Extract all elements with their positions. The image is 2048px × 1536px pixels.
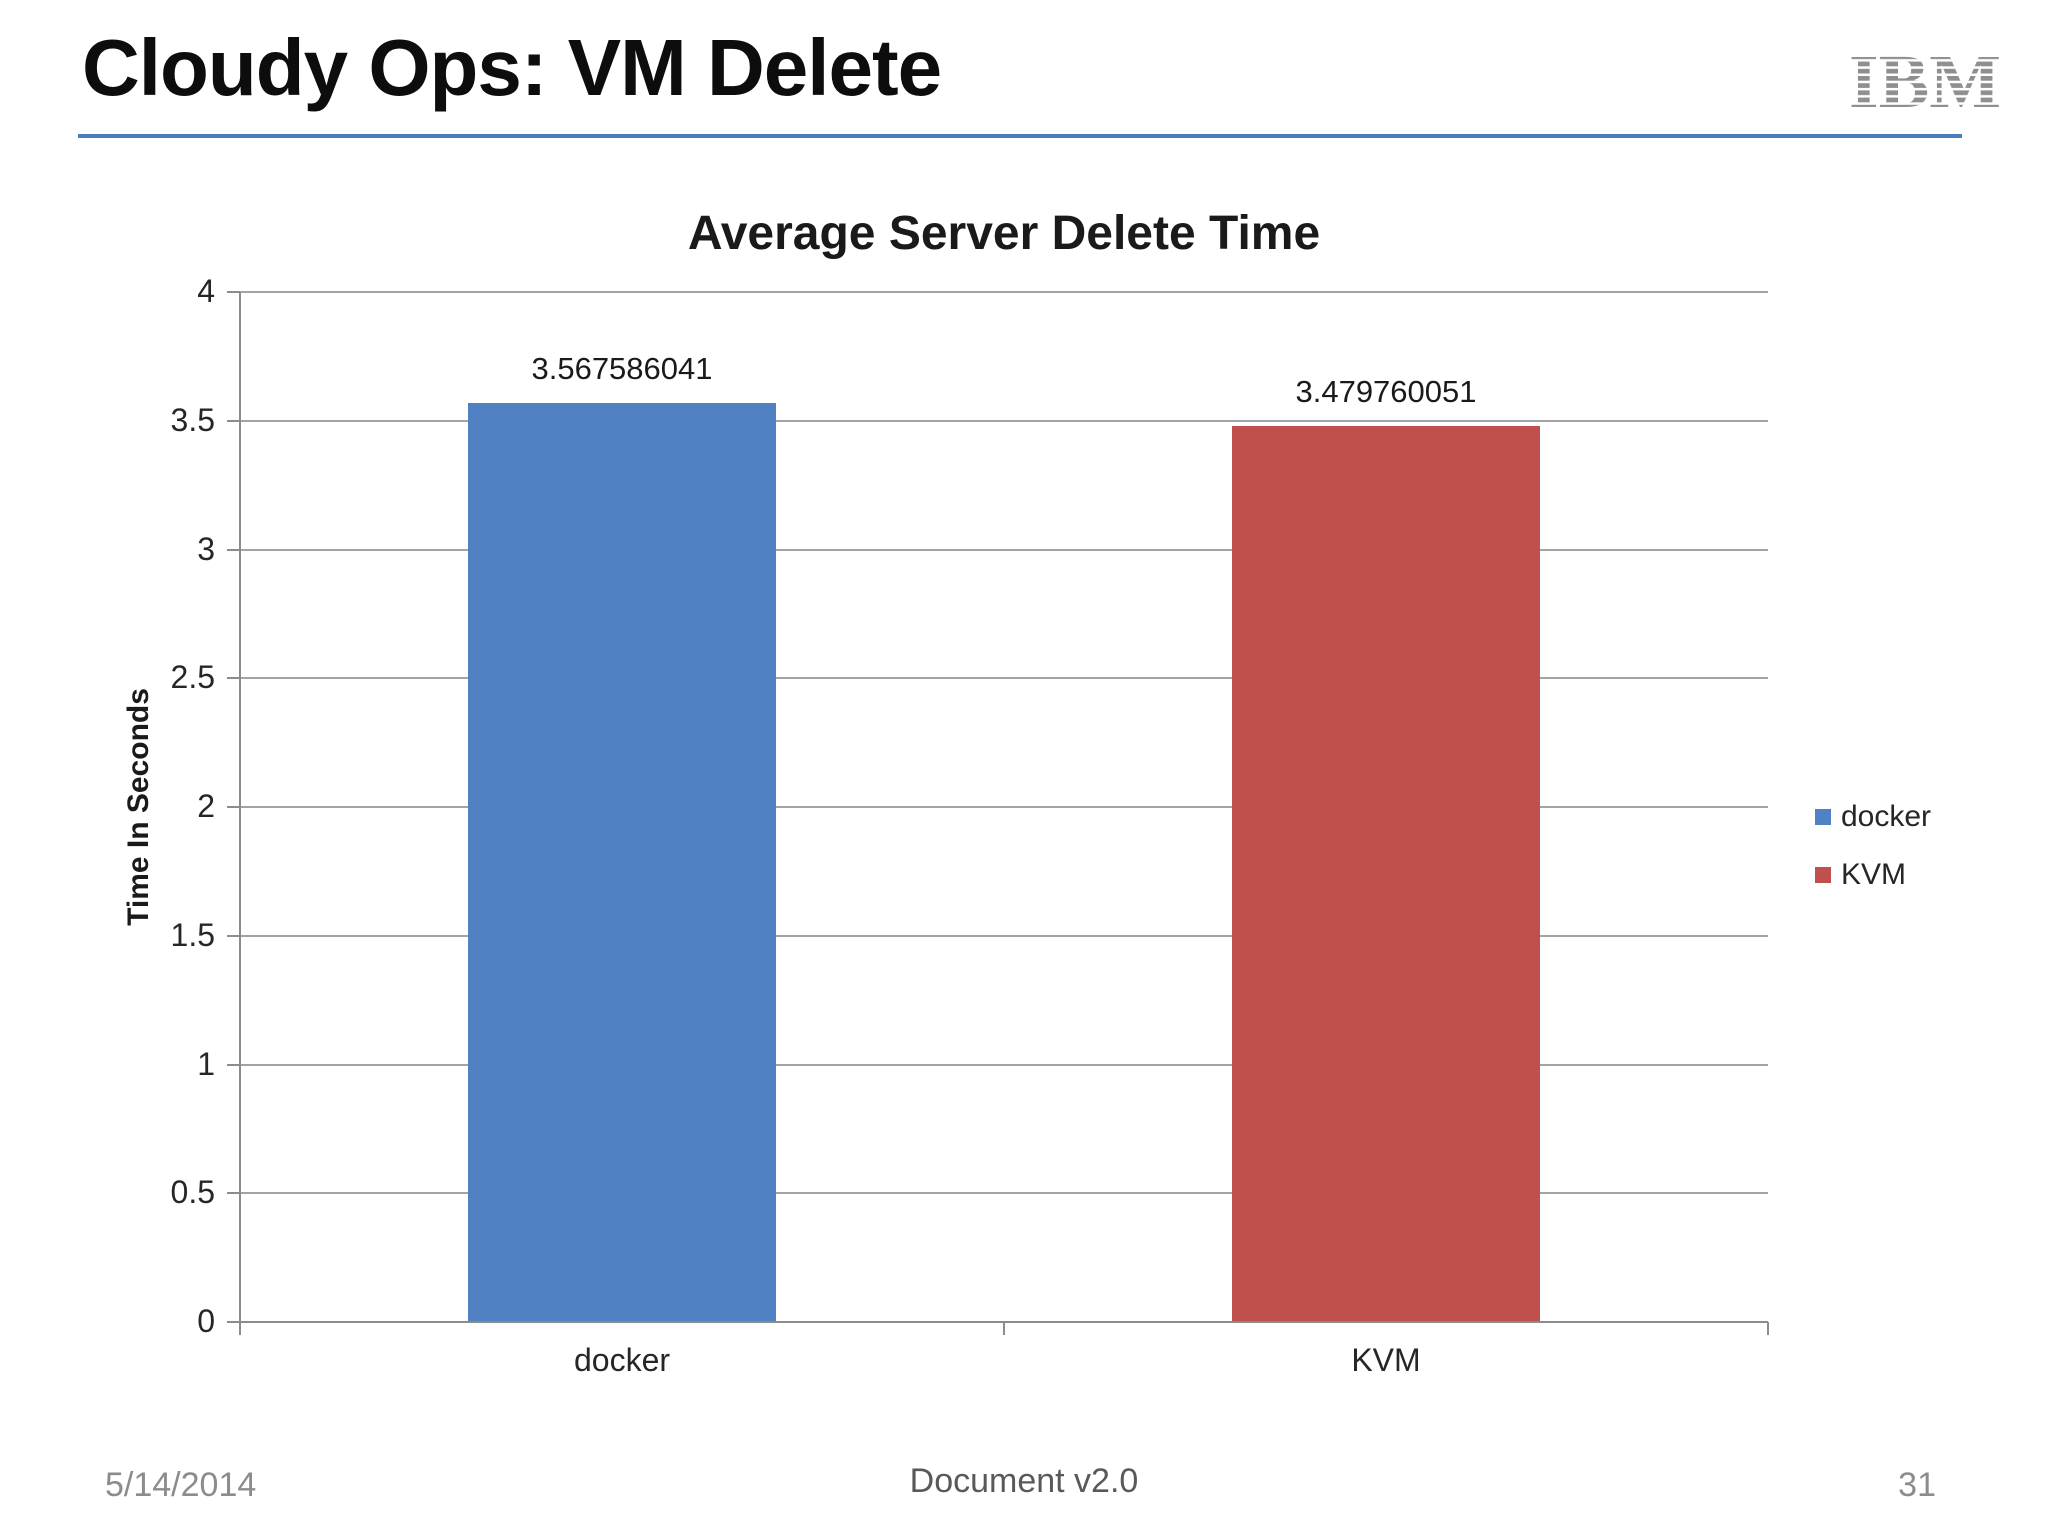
y-tick-label: 3	[197, 530, 215, 567]
y-tick-label: 0	[197, 1303, 215, 1339]
bar-KVM	[1232, 425, 1540, 1322]
y-tick	[227, 1063, 240, 1066]
footer-page-number: 31	[1898, 1466, 1936, 1504]
y-tick-label: 2	[197, 788, 215, 824]
bar-docker	[468, 403, 776, 1322]
y-axis-line	[239, 292, 241, 1334]
y-tick	[227, 291, 240, 293]
footer-document-version: Document v2.0	[909, 1462, 1139, 1500]
y-tick	[227, 934, 240, 937]
category-label: KVM	[1351, 1342, 1421, 1378]
y-tick-label: 0.5	[170, 1174, 215, 1211]
gridline	[240, 1063, 1768, 1066]
y-tick-label: 4	[197, 273, 215, 309]
y-tick	[227, 806, 240, 808]
y-tick-label: 2.5	[170, 659, 215, 696]
y-tick	[227, 548, 240, 551]
ibm-logo-text: IBM	[1849, 40, 2001, 120]
bar-value-label: 3.479760051	[1295, 373, 1477, 409]
legend-swatch-KVM	[1815, 867, 1831, 883]
legend-row-KVM: KVM	[1815, 858, 1931, 892]
chart-title: Average Server Delete Time	[687, 207, 1321, 260]
page-title: Cloudy Ops: VM Delete	[82, 23, 942, 112]
gridline	[240, 934, 1768, 937]
title-underline	[78, 134, 1962, 138]
footer-date: 5/14/2014	[105, 1466, 257, 1504]
legend-swatch-docker	[1815, 809, 1831, 825]
x-tick	[1003, 1322, 1005, 1335]
y-tick-label: 1.5	[170, 916, 215, 953]
category-label: docker	[573, 1342, 671, 1378]
bar-value-label: 3.567586041	[531, 351, 713, 387]
legend-row-docker: docker	[1815, 800, 1931, 834]
gridline	[240, 677, 1768, 680]
x-tick	[1767, 1322, 1769, 1335]
legend-label: docker	[1841, 800, 1932, 833]
gridline	[240, 548, 1768, 551]
x-axis-line	[227, 1321, 1768, 1323]
gridline	[240, 419, 1768, 422]
y-tick-label: 3.5	[170, 401, 215, 438]
gridline	[240, 1192, 1768, 1195]
legend: docker KVM	[1815, 800, 1931, 916]
y-tick-label: 1	[197, 1045, 215, 1082]
y-tick	[227, 419, 240, 422]
y-tick	[227, 677, 240, 680]
gridline	[240, 291, 1768, 293]
legend-label: KVM	[1841, 858, 1907, 891]
y-tick	[227, 1192, 240, 1195]
gridline	[240, 806, 1768, 808]
ibm-logo: IBM	[1849, 40, 2001, 120]
